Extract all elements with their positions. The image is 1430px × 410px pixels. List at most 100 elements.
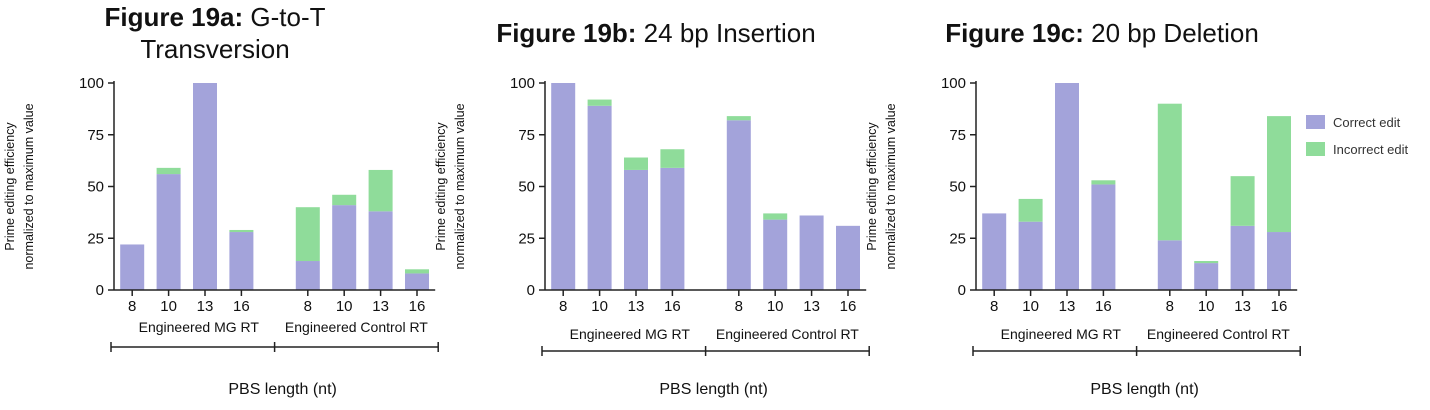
chart-title-line2: Transversion (140, 34, 289, 64)
x-tick-label: 10 (591, 298, 608, 315)
chart-3: Figure 19c: 20 bp Deletion Prime editing … (865, 18, 1301, 398)
x-tick-label: 10 (767, 298, 784, 315)
y-tick-label: 25 (518, 230, 535, 247)
x-tick-label: 13 (1059, 298, 1076, 315)
bar-correct-edit (587, 105, 612, 291)
y-axis-label-line: Prime editing efficiency (865, 122, 879, 251)
chart-title-text: G-to-T (243, 2, 325, 32)
y-tick-label: 50 (949, 179, 966, 196)
bar-correct-edit (193, 83, 217, 290)
bar-incorrect-edit (660, 149, 685, 168)
bar-correct-edit (551, 83, 576, 290)
x-tick-label: 8 (735, 298, 743, 315)
y-tick-label: 25 (949, 230, 966, 247)
legend-label: Incorrect edit (1333, 142, 1409, 157)
bar-correct-edit (1055, 83, 1079, 290)
x-tick-label: 10 (1022, 298, 1039, 315)
bar-correct-edit (624, 169, 648, 290)
x-tick-label: 16 (840, 298, 857, 315)
bar-correct-edit (229, 232, 254, 290)
legend-swatch (1306, 142, 1325, 156)
bar-incorrect-edit (763, 213, 788, 220)
x-tick-label: 8 (128, 298, 136, 315)
bar-correct-edit (1267, 232, 1291, 290)
x-axis-label: PBS length (nt) (659, 381, 768, 398)
y-axis-label-line: normalized to maximum value (884, 103, 898, 269)
group-label-mg-rt: Engineered MG RT (570, 326, 691, 342)
bar-correct-edit (982, 213, 1007, 290)
y-axis-label-line: normalized to maximum value (453, 103, 467, 269)
x-tick-label: 13 (803, 298, 820, 315)
group-label-mg-rt: Engineered MG RT (1001, 326, 1122, 342)
legend-label: Correct edit (1333, 115, 1401, 130)
x-tick-label: 13 (628, 298, 645, 315)
x-axis-label: PBS length (nt) (228, 381, 337, 398)
chart-title: Figure 19b: 24 bp Insertion (496, 18, 815, 48)
y-tick-label: 100 (79, 75, 104, 92)
bar-incorrect-edit (1267, 116, 1291, 233)
bar-incorrect-edit (726, 116, 751, 121)
bar-incorrect-edit (1091, 180, 1116, 185)
bar-incorrect-edit (587, 99, 612, 106)
bar-incorrect-edit (1230, 176, 1255, 226)
group-label-control-rt: Engineered Control RT (285, 319, 428, 335)
y-tick-label: 25 (87, 230, 104, 247)
x-tick-label: 8 (990, 298, 998, 315)
bar-correct-edit (799, 215, 824, 290)
bar-correct-edit (1157, 240, 1182, 290)
group-label-control-rt: Engineered Control RT (1147, 326, 1290, 342)
x-tick-label: 10 (1198, 298, 1215, 315)
x-tick-label: 16 (233, 298, 250, 315)
group-label-mg-rt: Engineered MG RT (139, 319, 260, 335)
bar-correct-edit (1230, 225, 1255, 290)
y-tick-label: 75 (518, 127, 535, 144)
y-tick-label: 75 (87, 127, 104, 144)
bar-incorrect-edit (624, 157, 648, 170)
chart-title: Figure 19a: G-to-T (104, 2, 325, 32)
bar-incorrect-edit (332, 194, 357, 206)
y-tick-label: 100 (941, 75, 966, 92)
y-tick-label: 0 (96, 282, 104, 299)
legend: Correct edit Incorrect edit (1306, 115, 1409, 157)
bar-correct-edit (295, 261, 320, 290)
y-axis-label-line: normalized to maximum value (22, 103, 36, 269)
bar-correct-edit (120, 244, 145, 290)
x-tick-label: 8 (1166, 298, 1174, 315)
y-tick-label: 75 (949, 127, 966, 144)
chart-title-figure-number: Figure 19b: (496, 18, 636, 48)
bar-correct-edit (368, 211, 393, 290)
x-axis-label: PBS length (nt) (1090, 381, 1199, 398)
y-axis-label: Prime editing efficiency normalized to ma… (865, 103, 898, 269)
x-tick-label: 16 (1095, 298, 1112, 315)
bar-incorrect-edit (368, 169, 393, 212)
chart-title: Figure 19c: 20 bp Deletion (945, 18, 1259, 48)
y-axis-label: Prime editing efficiency normalized to ma… (3, 103, 36, 269)
bar-incorrect-edit (156, 167, 181, 175)
chart-2: Figure 19b: 24 bp Insertion Prime editing… (434, 18, 870, 398)
x-tick-label: 16 (664, 298, 681, 315)
y-tick-label: 50 (518, 179, 535, 196)
bar-correct-edit (156, 174, 181, 290)
x-tick-label: 13 (372, 298, 389, 315)
bar-incorrect-edit (229, 229, 254, 233)
chart-title-text: 20 bp Deletion (1084, 18, 1259, 48)
bar-incorrect-edit (295, 207, 320, 262)
chart-title-text: 24 bp Insertion (636, 18, 815, 48)
bar-correct-edit (332, 205, 357, 290)
y-axis-label-line: Prime editing efficiency (434, 122, 448, 251)
x-tick-label: 13 (197, 298, 214, 315)
bar-correct-edit (836, 225, 860, 290)
bar-correct-edit (763, 219, 788, 290)
bar-correct-edit (1194, 263, 1219, 290)
y-tick-label: 0 (958, 282, 966, 299)
bar-correct-edit (660, 167, 685, 290)
x-tick-label: 10 (336, 298, 353, 315)
y-axis-label-line: Prime editing efficiency (3, 122, 17, 251)
x-tick-label: 16 (409, 298, 426, 315)
bar-incorrect-edit (405, 269, 429, 274)
y-axis-label: Prime editing efficiency normalized to ma… (434, 103, 467, 269)
bar-incorrect-edit (1157, 103, 1182, 241)
bar-correct-edit (405, 273, 429, 290)
bar-correct-edit (1091, 184, 1116, 290)
